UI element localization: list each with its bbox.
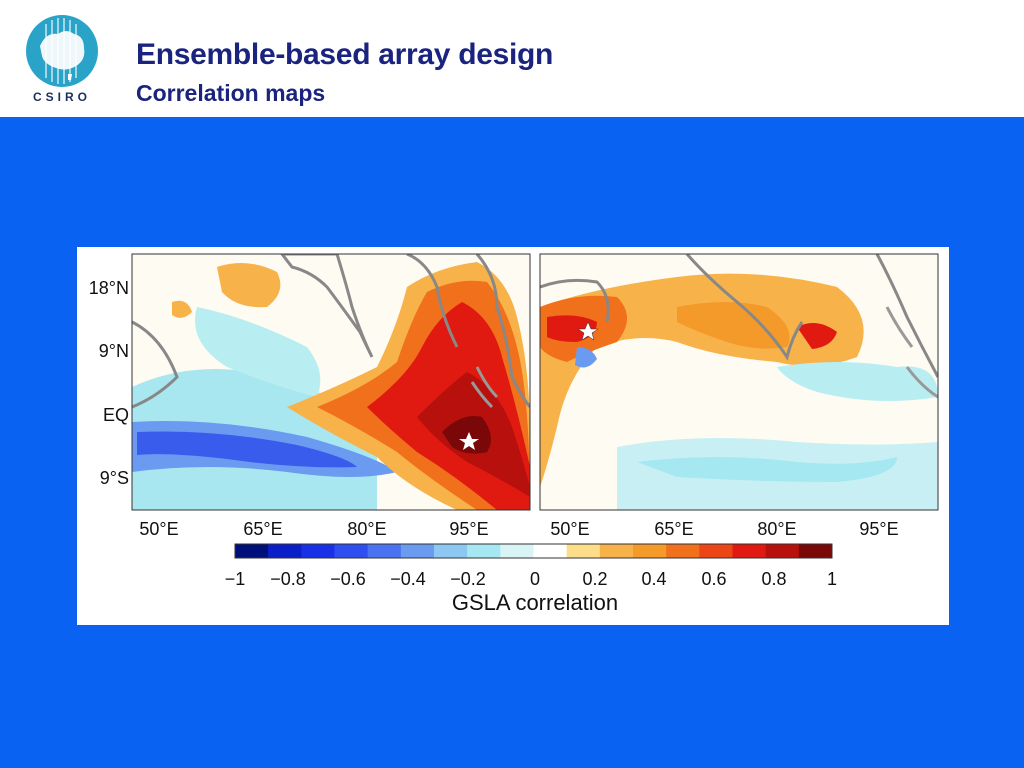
x-tick-label: 65°E — [654, 519, 693, 539]
colorbar-swatch — [666, 544, 700, 558]
colorbar-swatch — [334, 544, 368, 558]
colorbar-tick-label: −0.6 — [330, 569, 366, 589]
colorbar-tick-label: −1 — [225, 569, 246, 589]
colorbar-swatch — [732, 544, 766, 558]
csiro-logo-icon — [26, 15, 98, 87]
colorbar-tick-label: −0.4 — [390, 569, 426, 589]
colorbar-tick-label: 0.8 — [761, 569, 786, 589]
x-tick-label: 80°E — [757, 519, 796, 539]
x-axis-ticks-right: 50°E 65°E 80°E 95°E — [550, 519, 898, 539]
colorbar-tick-label: 1 — [827, 569, 837, 589]
colorbar-swatch — [533, 544, 567, 558]
colorbar-swatch — [268, 544, 302, 558]
colorbar-frame — [234, 543, 833, 559]
x-tick-label: 95°E — [859, 519, 898, 539]
y-tick-label: 18°N — [89, 278, 129, 298]
colorbar-ticks: −1 −0.8 −0.6 −0.4 −0.2 0 0.2 0.4 0.6 0.8… — [225, 569, 837, 589]
slide-subtitle: Correlation maps — [136, 80, 326, 106]
colorbar-swatch — [434, 544, 468, 558]
colorbar-tick-label: −0.8 — [270, 569, 306, 589]
y-tick-label: 9°S — [100, 468, 129, 488]
colorbar-swatch — [301, 544, 335, 558]
left-correlation-map — [131, 253, 531, 511]
colorbar-swatch — [699, 544, 733, 558]
colorbar-swatch — [798, 544, 833, 558]
colorbar-tick-label: 0.2 — [582, 569, 607, 589]
colorbar-swatch — [599, 544, 634, 558]
colorbar-swatch — [633, 544, 667, 558]
colorbar-tick-label: 0.6 — [701, 569, 726, 589]
logo-wordmark: CSIRO — [32, 90, 91, 104]
y-tick-label: EQ — [103, 405, 129, 425]
correlation-maps-svg: 18°N 9°N EQ 9°S 50°E 65°E 80°E 95°E 50°E… — [89, 253, 939, 615]
correlation-figure: 18°N 9°N EQ 9°S 50°E 65°E 80°E 95°E 50°E… — [77, 247, 949, 625]
colorbar-swatch — [400, 544, 435, 558]
colorbar-tick-label: 0.4 — [641, 569, 666, 589]
colorbar-swatch — [566, 544, 601, 558]
colorbar-swatch — [765, 544, 800, 558]
x-tick-label: 65°E — [243, 519, 282, 539]
x-tick-label: 50°E — [550, 519, 589, 539]
right-correlation-map — [539, 253, 939, 511]
y-axis-ticks: 18°N 9°N EQ 9°S — [89, 278, 129, 488]
colorbar-tick-label: −0.2 — [450, 569, 486, 589]
x-axis-ticks-left: 50°E 65°E 80°E 95°E — [139, 519, 488, 539]
colorbar-label: GSLA correlation — [452, 590, 618, 615]
csiro-logo: CSIRO — [22, 14, 102, 106]
colorbar — [234, 543, 833, 559]
x-tick-label: 95°E — [449, 519, 488, 539]
colorbar-swatch — [367, 544, 402, 558]
colorbar-swatch — [467, 544, 501, 558]
colorbar-tick-label: 0 — [530, 569, 540, 589]
x-tick-label: 50°E — [139, 519, 178, 539]
colorbar-swatch — [500, 544, 534, 558]
x-tick-label: 80°E — [347, 519, 386, 539]
colorbar-swatch — [235, 544, 269, 558]
slide-title: Ensemble-based array design — [136, 38, 554, 71]
y-tick-label: 9°N — [99, 341, 129, 361]
slide-header: CSIRO Ensemble-based array design Correl… — [0, 0, 1024, 117]
